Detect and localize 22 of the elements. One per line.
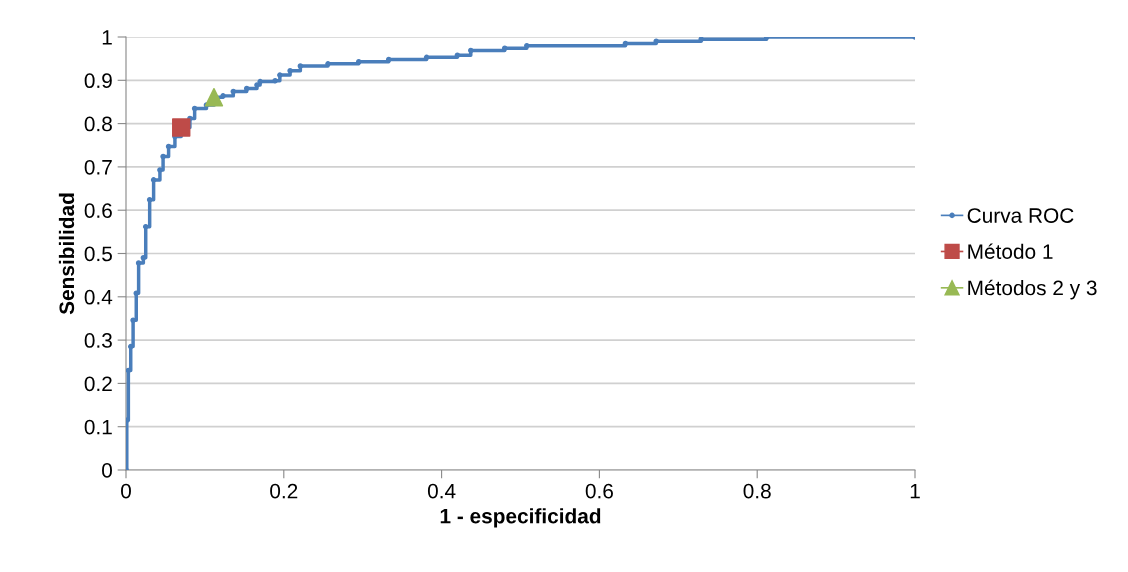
legend-label: Métodos 2 y 3 [968, 279, 1097, 300]
y-tick-label: 0.2 [84, 376, 112, 392]
x-tick-label: 0.6 [585, 483, 613, 499]
legend-label: Curva ROC [967, 208, 1074, 223]
x-tick-label: 0.4 [427, 483, 456, 499]
y-tick-label: 0.4 [84, 289, 113, 305]
y-tick-label: 0.1 [84, 419, 112, 435]
y-axis-title: Sensibilidad [58, 193, 75, 315]
x-tick-label: 1 [910, 483, 920, 499]
x-tick-label: 0.2 [270, 483, 298, 499]
y-tick-label: 0 [102, 463, 112, 478]
y-tick-label: 0.5 [84, 246, 112, 262]
y-tick-label: 0.3 [84, 333, 112, 348]
x-tick-label: 0 [121, 483, 131, 499]
x-tick-label: 0.8 [743, 483, 771, 499]
y-tick-label: 0.8 [84, 116, 112, 132]
x-axis-title: 1 - especificidad [440, 508, 601, 528]
legend-label: Método 1 [968, 243, 1053, 259]
y-tick-label: 1 [102, 30, 112, 45]
y-tick-label: 0.9 [84, 73, 112, 89]
y-tick-label: 0.6 [84, 203, 112, 218]
y-tick-label: 0.7 [84, 159, 112, 175]
